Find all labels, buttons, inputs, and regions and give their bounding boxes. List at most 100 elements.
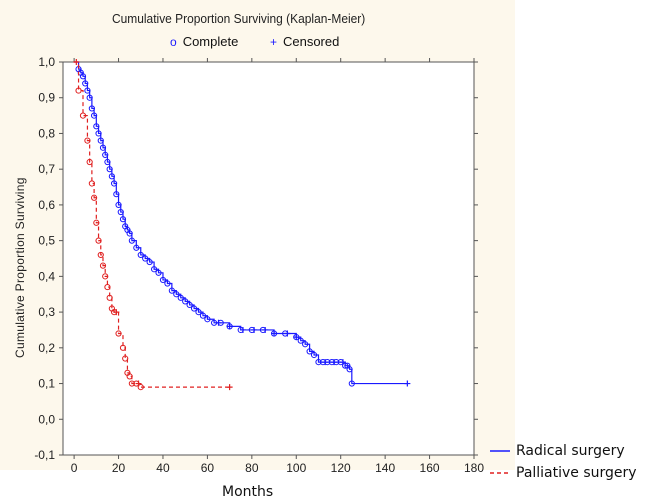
complete-point	[104, 158, 111, 166]
complete-point	[346, 366, 353, 373]
chart-title: Cumulative Proportion Surviving (Kaplan-…	[112, 11, 366, 26]
y-tick-label: 0,3	[38, 305, 55, 319]
complete-point	[88, 180, 95, 187]
complete-point	[84, 87, 91, 94]
complete-point	[93, 123, 100, 130]
y-axis-label: Cumulative Proportion Surviving	[13, 177, 27, 358]
complete-point	[79, 73, 87, 80]
y-tick-label: 0,8	[38, 126, 55, 140]
censored-point	[322, 359, 329, 366]
x-tick-label: 100	[286, 461, 306, 475]
censored-point	[239, 326, 246, 333]
censored-point	[339, 359, 346, 366]
complete-point	[348, 380, 355, 387]
legend-item-palliative: Palliative surgery	[490, 462, 637, 484]
complete-point	[99, 262, 107, 269]
x-tick-label: 180	[464, 461, 484, 475]
complete-point	[137, 384, 144, 391]
complete-point	[128, 237, 135, 244]
complete-point	[97, 137, 104, 144]
complete-point	[104, 283, 111, 291]
complete-point	[297, 337, 304, 344]
complete-point	[204, 316, 211, 323]
dashed-line-icon	[490, 472, 510, 474]
complete-point	[86, 158, 93, 166]
complete-point	[122, 355, 129, 362]
complete-point	[168, 287, 175, 294]
complete-point	[126, 230, 133, 237]
complete-point	[95, 130, 102, 137]
censored-point	[135, 380, 142, 387]
x-tick-label: 160	[420, 461, 440, 475]
y-tick-label: -0,1	[34, 448, 55, 462]
complete-point	[110, 180, 118, 187]
series-legend: Radical surgery Palliative surgery	[490, 440, 637, 484]
complete-point	[102, 151, 109, 158]
complete-point	[91, 112, 98, 119]
censored-point	[215, 319, 222, 326]
censored-point	[271, 330, 278, 337]
complete-point	[186, 301, 193, 309]
complete-point	[164, 280, 171, 287]
complete-point	[119, 344, 127, 351]
complete-point	[113, 191, 120, 198]
complete-point	[75, 87, 82, 94]
y-tick-label: 0,2	[38, 341, 55, 355]
complete-point	[315, 359, 322, 366]
censored-point	[331, 359, 338, 366]
complete-point	[97, 251, 104, 259]
legend-palliative-label: Palliative surgery	[516, 465, 637, 481]
complete-point	[177, 294, 184, 301]
complete-point	[173, 291, 180, 298]
complete-point	[117, 208, 124, 216]
plot-area	[62, 61, 475, 456]
complete-point	[182, 298, 189, 305]
complete-point	[102, 273, 109, 280]
complete-point	[126, 373, 133, 380]
complete-point	[91, 194, 98, 201]
complete-point	[115, 201, 122, 209]
complete-point	[150, 266, 158, 273]
complete-point	[199, 312, 207, 319]
y-tick-label: 0,7	[38, 162, 55, 176]
complete-point	[84, 137, 91, 144]
censored-point	[226, 323, 233, 330]
complete-point	[142, 255, 149, 262]
complete-point	[146, 258, 153, 266]
complete-point	[342, 362, 349, 369]
legend-radical-label: Radical surgery	[516, 443, 625, 459]
complete-point	[159, 276, 167, 284]
y-tick-label: 0,5	[38, 234, 55, 248]
complete-point	[310, 351, 318, 359]
censored-point	[262, 326, 269, 333]
complete-point	[106, 294, 113, 301]
complete-point	[88, 105, 95, 112]
complete-point	[79, 112, 87, 119]
legend-item-radical: Radical surgery	[490, 440, 637, 462]
complete-point	[82, 80, 89, 87]
complete-point	[93, 219, 100, 226]
complete-point	[190, 305, 198, 312]
censored-point	[293, 334, 300, 341]
x-axis-label: Months	[222, 484, 274, 500]
censored-point	[251, 326, 258, 333]
censored-marker-icon: +	[269, 35, 277, 49]
complete-point	[119, 216, 127, 223]
complete-point	[99, 144, 107, 151]
complete-point	[115, 330, 122, 337]
x-tick-label: 60	[201, 461, 215, 475]
complete-point	[106, 166, 113, 173]
complete-point	[137, 251, 144, 259]
y-tick-label: 0,9	[38, 91, 55, 105]
x-tick-label: 120	[331, 461, 351, 475]
legend-censored-label: Censored	[282, 34, 340, 49]
x-tick-label: 20	[112, 461, 126, 475]
complete-point	[128, 380, 135, 387]
complete-point	[95, 237, 102, 244]
x-tick-label: 0	[71, 461, 78, 475]
x-tick-label: 140	[375, 461, 395, 475]
complete-point	[306, 348, 313, 355]
complete-point	[86, 94, 93, 101]
solid-line-icon	[490, 450, 510, 452]
